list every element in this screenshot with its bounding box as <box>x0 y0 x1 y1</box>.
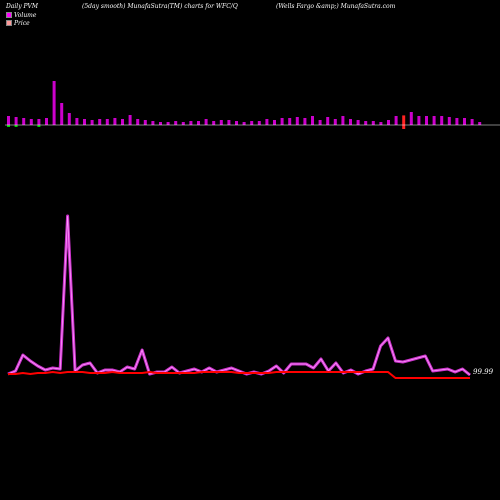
volume-bar <box>212 121 216 125</box>
volume-bar <box>143 120 147 125</box>
volume-bar <box>349 119 352 125</box>
volume-bar <box>121 119 124 125</box>
legend-swatch-volume <box>6 12 12 18</box>
volume-bar <box>90 120 94 125</box>
volume-bar <box>22 118 26 125</box>
volume-bar <box>326 117 330 125</box>
volume-bar <box>280 118 284 125</box>
volume-bar <box>379 122 383 125</box>
volume-bar <box>197 121 200 125</box>
legend-label-price: Price <box>14 19 30 27</box>
volume-bar <box>303 118 307 125</box>
volume-bar <box>288 118 292 125</box>
volume-bar <box>463 118 466 125</box>
volume-bar <box>151 121 155 125</box>
volume-bar <box>250 121 254 125</box>
volume-bar <box>356 120 360 125</box>
volume-bar <box>166 122 170 125</box>
volume-bar <box>455 118 459 125</box>
volume-bars <box>7 81 482 129</box>
volume-bar <box>295 117 299 125</box>
volume-bar <box>409 112 413 125</box>
volume-bar-up-marker <box>37 125 41 127</box>
volume-bar <box>219 120 223 125</box>
volume-bar <box>371 121 375 125</box>
volume-bar <box>311 116 314 125</box>
volume-bar <box>7 116 10 125</box>
volume-bar <box>425 116 428 125</box>
volume-bar <box>235 121 238 125</box>
volume-bar <box>402 115 406 129</box>
volume-bar <box>273 120 276 125</box>
volume-bar <box>417 116 421 125</box>
volume-bar <box>470 119 474 125</box>
source-label: (Wells Fargo &amp;) MunafaSutra.com <box>276 3 396 10</box>
last-value-label: 99.99 <box>473 368 494 376</box>
legend-swatch-price <box>6 20 12 26</box>
volume-bar <box>75 118 79 125</box>
volume-bar <box>136 119 140 125</box>
volume-bar <box>341 116 345 125</box>
volume-bar <box>14 117 18 125</box>
volume-bar <box>432 116 436 125</box>
chart-title: (5day smooth) MunafaSutra(TM) charts for… <box>82 3 238 10</box>
volume-bar <box>45 118 48 125</box>
volume-bar-up-marker <box>7 125 10 127</box>
volume-bar <box>105 119 109 125</box>
volume-bar <box>29 119 33 125</box>
volume-bar <box>67 113 71 125</box>
volume-bar <box>227 120 231 125</box>
volume-bar <box>440 116 444 125</box>
legend-item-price: Price <box>6 19 36 27</box>
volume-bar <box>204 119 208 125</box>
volume-bar <box>242 122 246 125</box>
volume-bar <box>174 121 178 125</box>
volume-bar-up-marker <box>14 125 18 127</box>
volume-bar <box>447 117 451 125</box>
volume-bar <box>60 103 64 125</box>
volume-bar <box>265 119 269 125</box>
legend: Volume Price <box>6 11 36 27</box>
pvm-series-line <box>7 214 471 377</box>
volume-bar <box>387 120 390 125</box>
volume-bar <box>98 119 102 125</box>
volume-bar <box>394 116 398 125</box>
volume-bar <box>83 119 86 125</box>
volume-bar <box>37 119 41 125</box>
volume-bar <box>189 121 193 125</box>
legend-item-volume: Volume <box>6 11 36 19</box>
volume-bar <box>364 121 368 125</box>
volume-bar <box>159 122 162 125</box>
pvm-series-line-inner <box>7 215 471 376</box>
volume-bar <box>478 122 482 125</box>
volume-bar <box>113 118 117 125</box>
volume-bar <box>257 121 261 125</box>
volume-bar <box>318 120 322 125</box>
price-series-line <box>8 370 470 379</box>
legend-label-volume: Volume <box>14 11 37 19</box>
volume-bar <box>52 81 56 125</box>
volume-bar <box>333 119 337 125</box>
volume-bar <box>128 115 132 125</box>
volume-bar <box>181 122 185 125</box>
chart-type-label: Daily PVM <box>6 3 39 10</box>
